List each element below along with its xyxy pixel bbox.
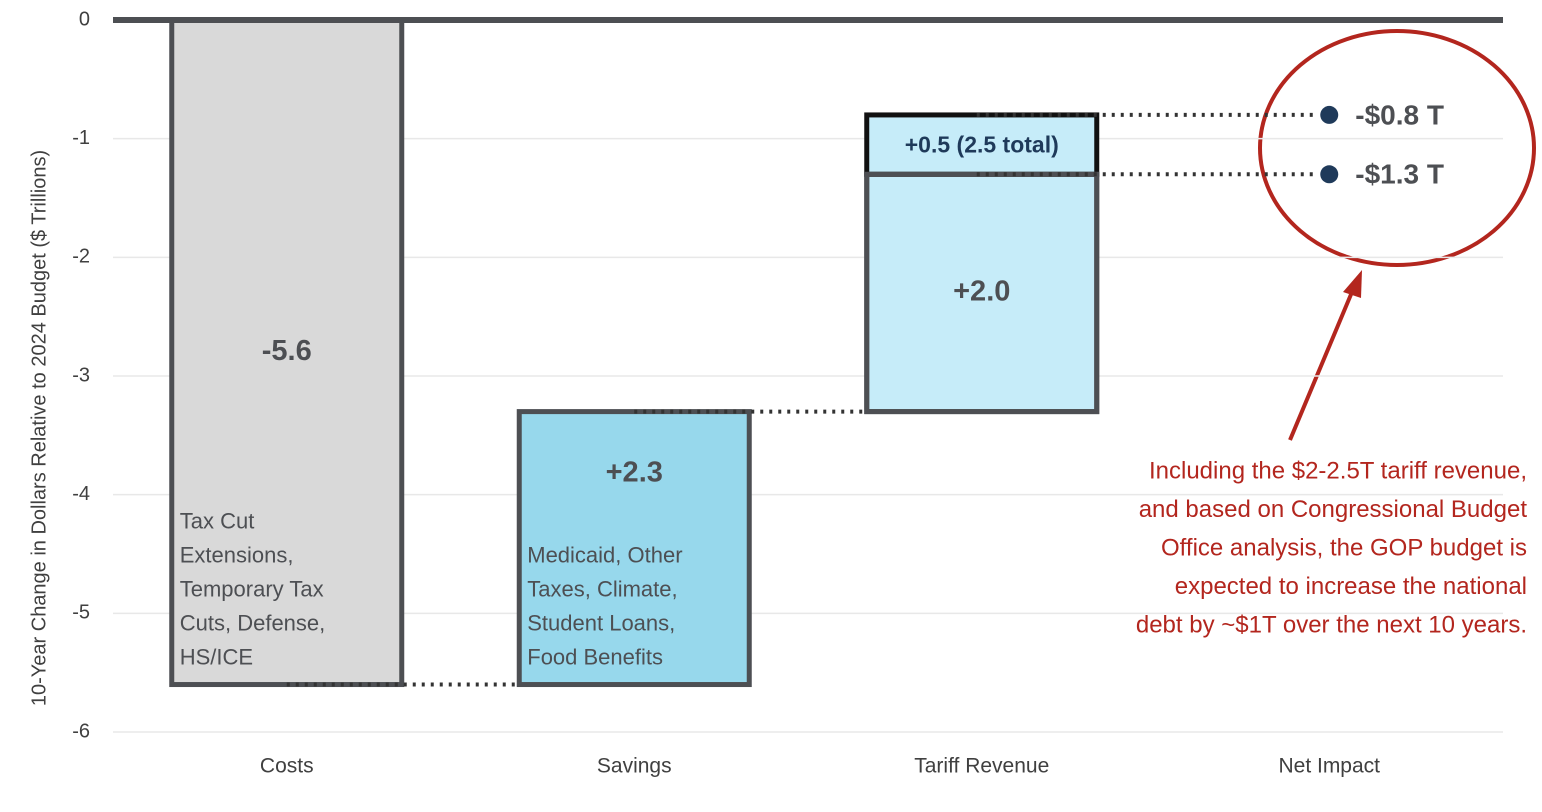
x-tick-label: Savings: [597, 755, 672, 778]
arrow-shaft: [1288, 291, 1354, 441]
segment-label: +0.5 (2.5 total): [905, 132, 1059, 158]
bar-description: Medicaid, Other: [527, 542, 682, 567]
net-point: [1320, 165, 1339, 184]
y-tick-label: -1: [72, 127, 90, 149]
y-tick-label: -4: [72, 483, 90, 505]
y-tick-label: -3: [72, 364, 90, 386]
x-tick-label: Costs: [260, 755, 314, 778]
bar-description: Temporary Tax: [180, 576, 324, 601]
bar-description: HS/ICE: [180, 644, 253, 669]
bar-description: Cuts, Defense,: [180, 610, 326, 635]
net-label: -$0.8 T: [1355, 99, 1444, 130]
value-label: +2.3: [606, 456, 663, 488]
bar-description: Student Loans,: [527, 610, 675, 635]
annotation: Office analysis, the GOP budget is: [1161, 534, 1527, 561]
bar-description: Tax Cut: [180, 508, 255, 533]
x-tick-label: Tariff Revenue: [914, 755, 1049, 778]
y-tick-label: -6: [72, 720, 90, 742]
bar-segment: [864, 112, 1100, 177]
bar: [516, 409, 752, 688]
x-tick-label: Net Impact: [1278, 755, 1380, 778]
highlight-ellipse: [1258, 29, 1536, 267]
bar-outline: [864, 171, 1100, 415]
annotation: expected to increase the national: [1175, 573, 1527, 600]
y-tick-label: -5: [72, 602, 90, 624]
value-label: -5.6: [262, 335, 312, 367]
y-axis-label: 10-Year Change in Dollars Relative to 20…: [28, 150, 50, 706]
arrow-head: [1343, 270, 1362, 298]
net-point: [1320, 105, 1339, 124]
y-tick-label: 0: [79, 8, 90, 30]
bar-description: Extensions,: [180, 542, 294, 567]
net-label: -$1.3 T: [1355, 159, 1444, 190]
value-label: +2.0: [953, 276, 1010, 308]
annotation: and based on Congressional Budget: [1139, 496, 1528, 523]
annotation: debt by ~$1T over the next 10 years.: [1136, 611, 1527, 638]
y-tick-label: -2: [72, 246, 90, 268]
bar-description: Food Benefits: [527, 644, 663, 669]
annotation: Including the $2-2.5T tariff revenue,: [1149, 457, 1527, 484]
bar-description: Taxes, Climate,: [527, 576, 677, 601]
